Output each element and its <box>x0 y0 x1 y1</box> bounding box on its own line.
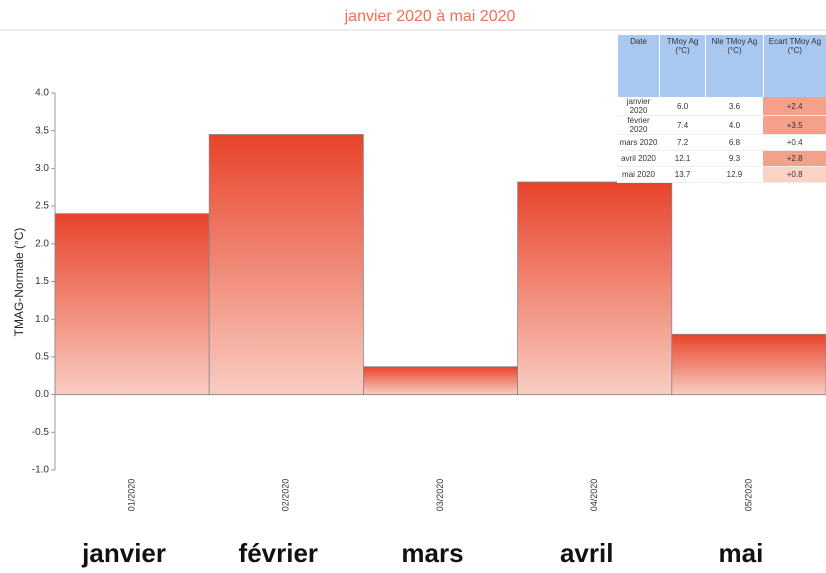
header-cell: TMoy Ag (°C) <box>659 35 706 97</box>
y-tick-label: 3.5 <box>35 125 49 136</box>
x-tick-label: 01/2020 <box>126 479 136 512</box>
y-tick-label: 3.0 <box>35 163 49 174</box>
table-row: avril 2020 12.1 9.3 +2.8 <box>617 150 826 167</box>
table-cell: +3.5 <box>763 115 826 135</box>
table-row: mars 2020 7.2 6.8 +0.4 <box>617 134 826 151</box>
table-row: mai 2020 13.7 12.9 +0.8 <box>617 166 826 183</box>
data-table: Date TMoy Ag (°C) Nle TMoy Ag (°C) Ecart TM… <box>616 35 826 183</box>
table-cell: 13.7 <box>659 166 706 183</box>
table-cell: +0.8 <box>763 166 826 183</box>
x-tick-label: 03/2020 <box>435 479 445 512</box>
table-cell: 6.8 <box>705 134 764 151</box>
bar <box>54 213 210 396</box>
month-label: mars <box>401 538 463 568</box>
y-tick-label: 0.5 <box>35 352 49 363</box>
table-cell: février 2020 <box>617 115 660 135</box>
bar <box>208 134 364 396</box>
table-cell: janvier 2020 <box>617 97 660 116</box>
y-tick-label: 1.0 <box>35 314 49 325</box>
y-tick-label: 1.5 <box>35 276 49 287</box>
table-cell: 3.6 <box>705 97 764 116</box>
x-tick-label: 05/2020 <box>743 479 753 512</box>
table-cell: 7.2 <box>659 134 706 151</box>
bar <box>517 181 673 396</box>
table-cell: 4.0 <box>705 115 764 135</box>
table-cell: mars 2020 <box>617 134 660 151</box>
y-tick-label: -1.0 <box>32 465 50 476</box>
table-cell: mai 2020 <box>617 166 660 183</box>
table-cell: +2.8 <box>763 150 826 167</box>
table-cell: +0.4 <box>763 134 826 151</box>
month-label: avril <box>560 538 614 568</box>
month-label: mai <box>718 538 763 568</box>
table-header: Date TMoy Ag (°C) Nle TMoy Ag (°C) Ecart TM… <box>616 35 826 97</box>
table-cell: +2.4 <box>763 97 826 116</box>
table-row: février 2020 7.4 4.0 +3.5 <box>617 115 826 135</box>
y-tick-label: 0.0 <box>35 389 49 400</box>
month-label: janvier <box>81 538 166 568</box>
table-cell: 6.0 <box>659 97 706 116</box>
x-tick-label: 04/2020 <box>589 479 599 512</box>
table-cell: 9.3 <box>705 150 764 167</box>
table-row: janvier 2020 6.0 3.6 +2.4 <box>617 97 826 116</box>
table-cell: 7.4 <box>659 115 706 135</box>
bar <box>671 333 826 395</box>
table-cell: 12.1 <box>659 150 706 167</box>
header-cell: Date <box>616 35 660 97</box>
table-cell: 12.9 <box>705 166 764 183</box>
header-cell: Ecart TMoy Ag (°C) <box>762 35 826 97</box>
chart-title: janvier 2020 à mai 2020 <box>344 8 516 25</box>
y-tick-label: -0.5 <box>32 427 50 438</box>
table-cell: avril 2020 <box>617 150 660 167</box>
x-tick-label: 02/2020 <box>281 479 291 512</box>
bar <box>362 366 518 395</box>
y-tick-label: 4.0 <box>35 88 49 99</box>
y-axis-label: TMAG-Normale (°C) <box>12 228 26 337</box>
y-tick-label: 2.5 <box>35 201 49 212</box>
header-cell: Nle TMoy Ag (°C) <box>705 35 764 97</box>
y-tick-label: 2.0 <box>35 238 49 249</box>
month-label: février <box>239 538 319 568</box>
